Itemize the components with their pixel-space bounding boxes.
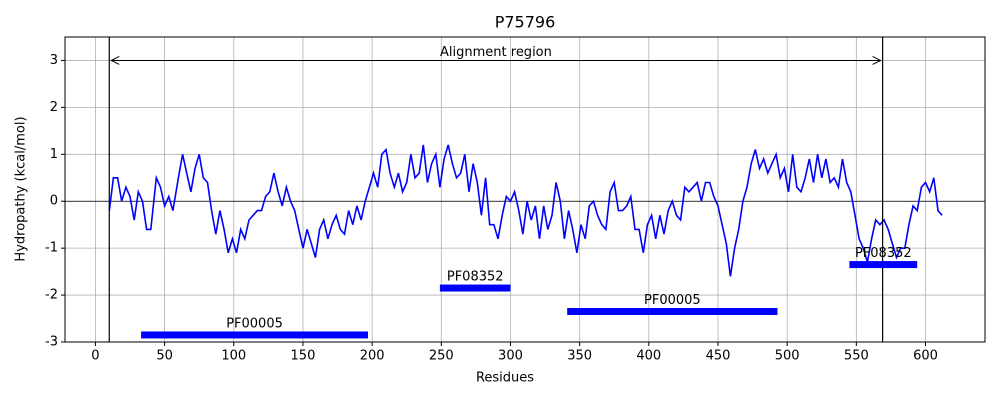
alignment-label: Alignment region <box>440 45 552 60</box>
x-axis-label: Residues <box>476 371 534 386</box>
y-tick-label: 2 <box>50 100 58 115</box>
domain-label: PF00005 <box>644 293 701 308</box>
y-tick-label: -1 <box>45 241 58 256</box>
y-axis-label: Hydropathy (kcal/mol) <box>14 116 29 261</box>
domain-bar <box>141 331 368 339</box>
domain-bar <box>567 308 778 315</box>
domain-label: PF08352 <box>447 270 504 285</box>
domain-bar <box>439 284 511 292</box>
x-tick-label: 250 <box>429 349 454 364</box>
y-tick-label: 1 <box>50 147 58 162</box>
x-tick-label: 500 <box>775 349 800 364</box>
x-tick-label: 200 <box>360 349 385 364</box>
x-tick-label: 400 <box>636 349 661 364</box>
y-tick-label: 0 <box>50 194 58 209</box>
chart-title: P75796 <box>495 13 556 32</box>
y-tick-label: -3 <box>45 335 58 350</box>
x-tick-label: 100 <box>221 349 246 364</box>
y-tick-label: -2 <box>45 288 58 303</box>
x-tick-label: 600 <box>913 349 938 364</box>
x-tick-label: 450 <box>706 349 731 364</box>
domain-label: PF08352 <box>855 246 912 261</box>
x-tick-label: 550 <box>844 349 869 364</box>
x-tick-label: 0 <box>91 349 99 364</box>
plot-frame <box>64 36 986 343</box>
x-tick-label: 50 <box>156 349 173 364</box>
x-tick-label: 150 <box>291 349 316 364</box>
domain-bar <box>849 261 918 269</box>
hydropathy-line <box>108 144 943 277</box>
y-tick-label: 3 <box>50 53 58 68</box>
domain-label: PF00005 <box>226 316 283 331</box>
x-tick-label: 350 <box>567 349 592 364</box>
x-tick-label: 300 <box>498 349 523 364</box>
